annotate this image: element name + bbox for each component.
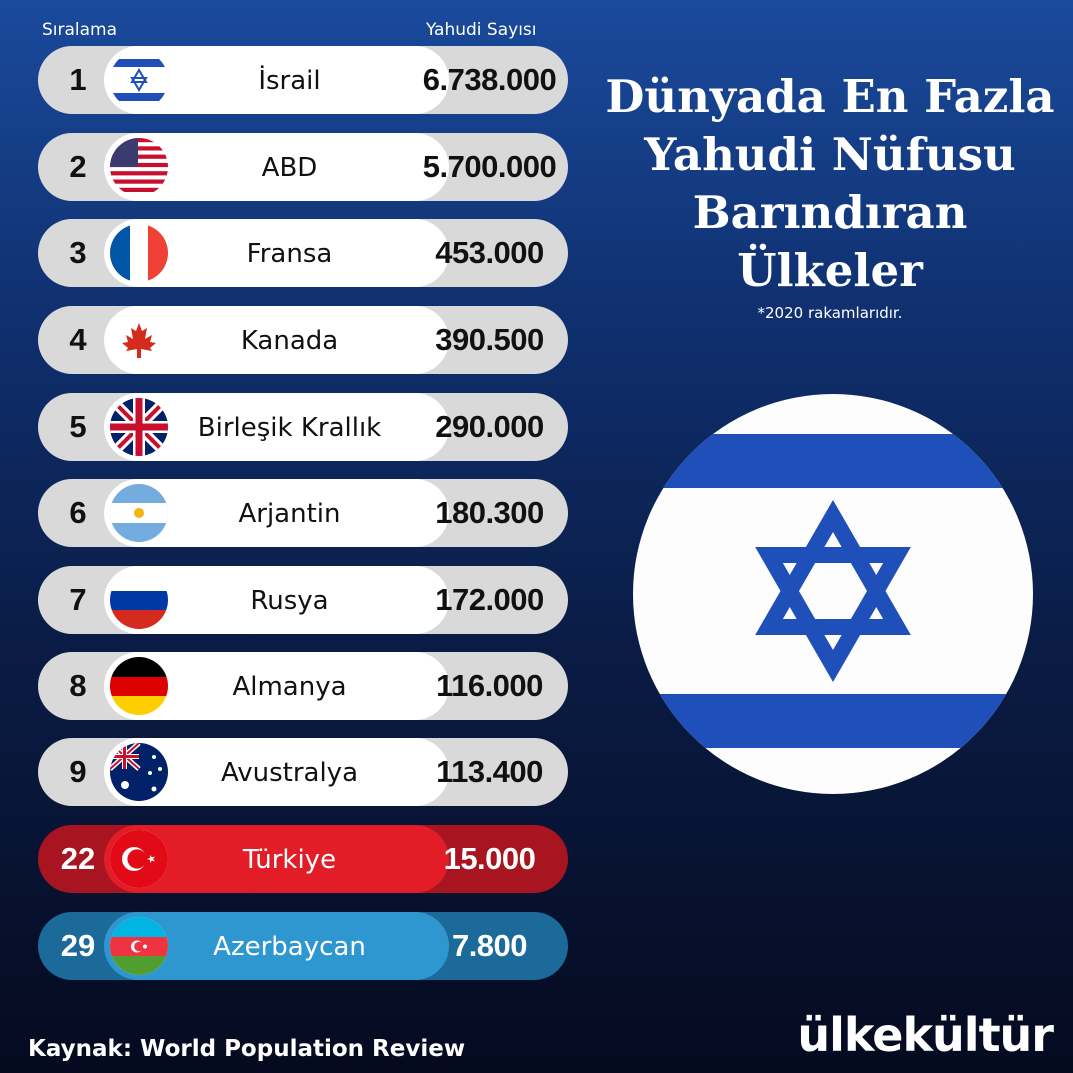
argentina-flag-icon — [110, 484, 168, 542]
table-row: 7 Rusya 172.000 — [38, 566, 568, 634]
rank-column-header: Sıralama — [42, 20, 118, 40]
germany-flag-icon — [110, 657, 168, 715]
france-flag-icon — [110, 224, 168, 282]
israel-flag-icon — [110, 51, 168, 109]
country-label: Türkiye — [242, 845, 337, 875]
country-label: Arjantin — [238, 499, 341, 529]
canada-flag-icon — [110, 311, 168, 369]
australia-flag-icon — [110, 743, 168, 801]
page-title: Dünyada En Fazla Yahudi Nüfusu Barındıra… — [605, 70, 1055, 297]
value-label: 15.000 — [443, 841, 536, 876]
source-text: Kaynak: World Population Review — [28, 1036, 466, 1062]
country-label: Almanya — [232, 672, 347, 702]
usa-flag-icon — [110, 138, 168, 196]
count-column-header: Yahudi Sayısı — [426, 20, 537, 40]
israel-flag-large-icon — [633, 394, 1033, 794]
value-label: 172.000 — [435, 582, 544, 617]
rank-label: 4 — [69, 322, 87, 357]
table-row: 2 ABD 5.700.000 — [38, 133, 568, 201]
rank-label: 8 — [69, 668, 87, 703]
value-label: 390.500 — [435, 322, 544, 357]
table-row: 3 Fransa 453.000 — [38, 219, 568, 287]
country-label: Fransa — [246, 239, 333, 269]
rank-label: 6 — [69, 495, 87, 530]
table-row: 22 Türkiye 15.000 — [38, 825, 568, 893]
value-label: 6.738.000 — [422, 62, 557, 97]
rank-label: 2 — [69, 149, 87, 184]
russia-flag-icon — [110, 571, 168, 629]
value-label: 116.000 — [436, 668, 543, 703]
value-label: 7.800 — [451, 928, 528, 963]
table-row: 9 Avustralya 113.400 — [38, 738, 568, 806]
rank-label: 5 — [69, 409, 87, 444]
table-row: 29 Azerbaycan 7.800 — [38, 912, 568, 980]
country-label: Avustralya — [220, 758, 359, 788]
table-row: 1 İsrail 6.738.000 — [38, 46, 568, 114]
value-label: 5.700.000 — [422, 149, 557, 184]
country-label: İsrail — [258, 66, 321, 96]
rank-label: 1 — [69, 62, 87, 97]
value-label: 180.300 — [435, 495, 544, 530]
footnote: *2020 rakamlarıdır. — [757, 304, 903, 322]
country-label: ABD — [261, 153, 318, 183]
table-row: 5 Birleşik Krallık 290.000 — [38, 393, 568, 461]
table-row: 8 Almanya 116.000 — [38, 652, 568, 720]
azerbaijan-flag-icon — [110, 917, 168, 975]
rank-label: 22 — [60, 841, 96, 876]
brand-logo: ülkekültür — [797, 1008, 1054, 1062]
rank-label: 9 — [69, 754, 87, 789]
rank-label: 29 — [60, 928, 96, 963]
country-label: Kanada — [240, 326, 339, 356]
value-label: 113.400 — [436, 754, 543, 789]
value-label: 290.000 — [435, 409, 544, 444]
country-label: Azerbaycan — [213, 932, 366, 962]
uk-flag-icon — [110, 398, 168, 456]
table-row: 6 Arjantin 180.300 — [38, 479, 568, 547]
country-label: Rusya — [250, 586, 329, 616]
turkey-flag-icon — [110, 830, 168, 888]
rank-label: 7 — [69, 582, 87, 617]
rank-label: 3 — [69, 235, 87, 270]
country-label: Birleşik Krallık — [197, 413, 382, 443]
table-row: 4 Kanada 390.500 — [38, 306, 568, 374]
value-label: 453.000 — [435, 235, 544, 270]
